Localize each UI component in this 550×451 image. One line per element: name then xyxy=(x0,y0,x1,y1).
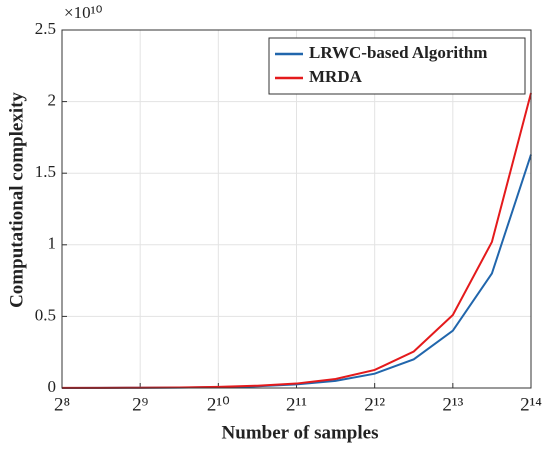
y-tick-label: 2 xyxy=(48,91,57,110)
x-tick-label: 2⁹ xyxy=(132,394,149,415)
legend-box xyxy=(268,37,526,95)
x-tick-label: 2¹⁴ xyxy=(520,394,542,415)
y-tick-label: 0.5 xyxy=(35,305,56,324)
x-tick-label: 2¹³ xyxy=(442,394,463,415)
y-tick-label: 1.5 xyxy=(35,162,56,181)
y-tick-label: 0 xyxy=(48,377,57,396)
legend-label: LRWC-based Algorithm xyxy=(309,43,487,62)
axes-box xyxy=(61,29,532,389)
legend-label: MRDA xyxy=(309,67,363,86)
x-tick-label: 2¹² xyxy=(364,394,385,415)
x-tick-label: 2¹¹ xyxy=(286,394,307,415)
x-axis-label: Number of samples xyxy=(222,422,379,443)
y-tick-label: 1 xyxy=(48,234,57,253)
y-tick-label: 2.5 xyxy=(35,19,56,38)
y-multiplier: ×10¹⁰ xyxy=(64,3,103,22)
x-tick-label: 2¹⁰ xyxy=(207,394,230,415)
x-tick-label: 2⁸ xyxy=(54,394,70,415)
y-axis-label: Computational complexity xyxy=(6,92,27,308)
